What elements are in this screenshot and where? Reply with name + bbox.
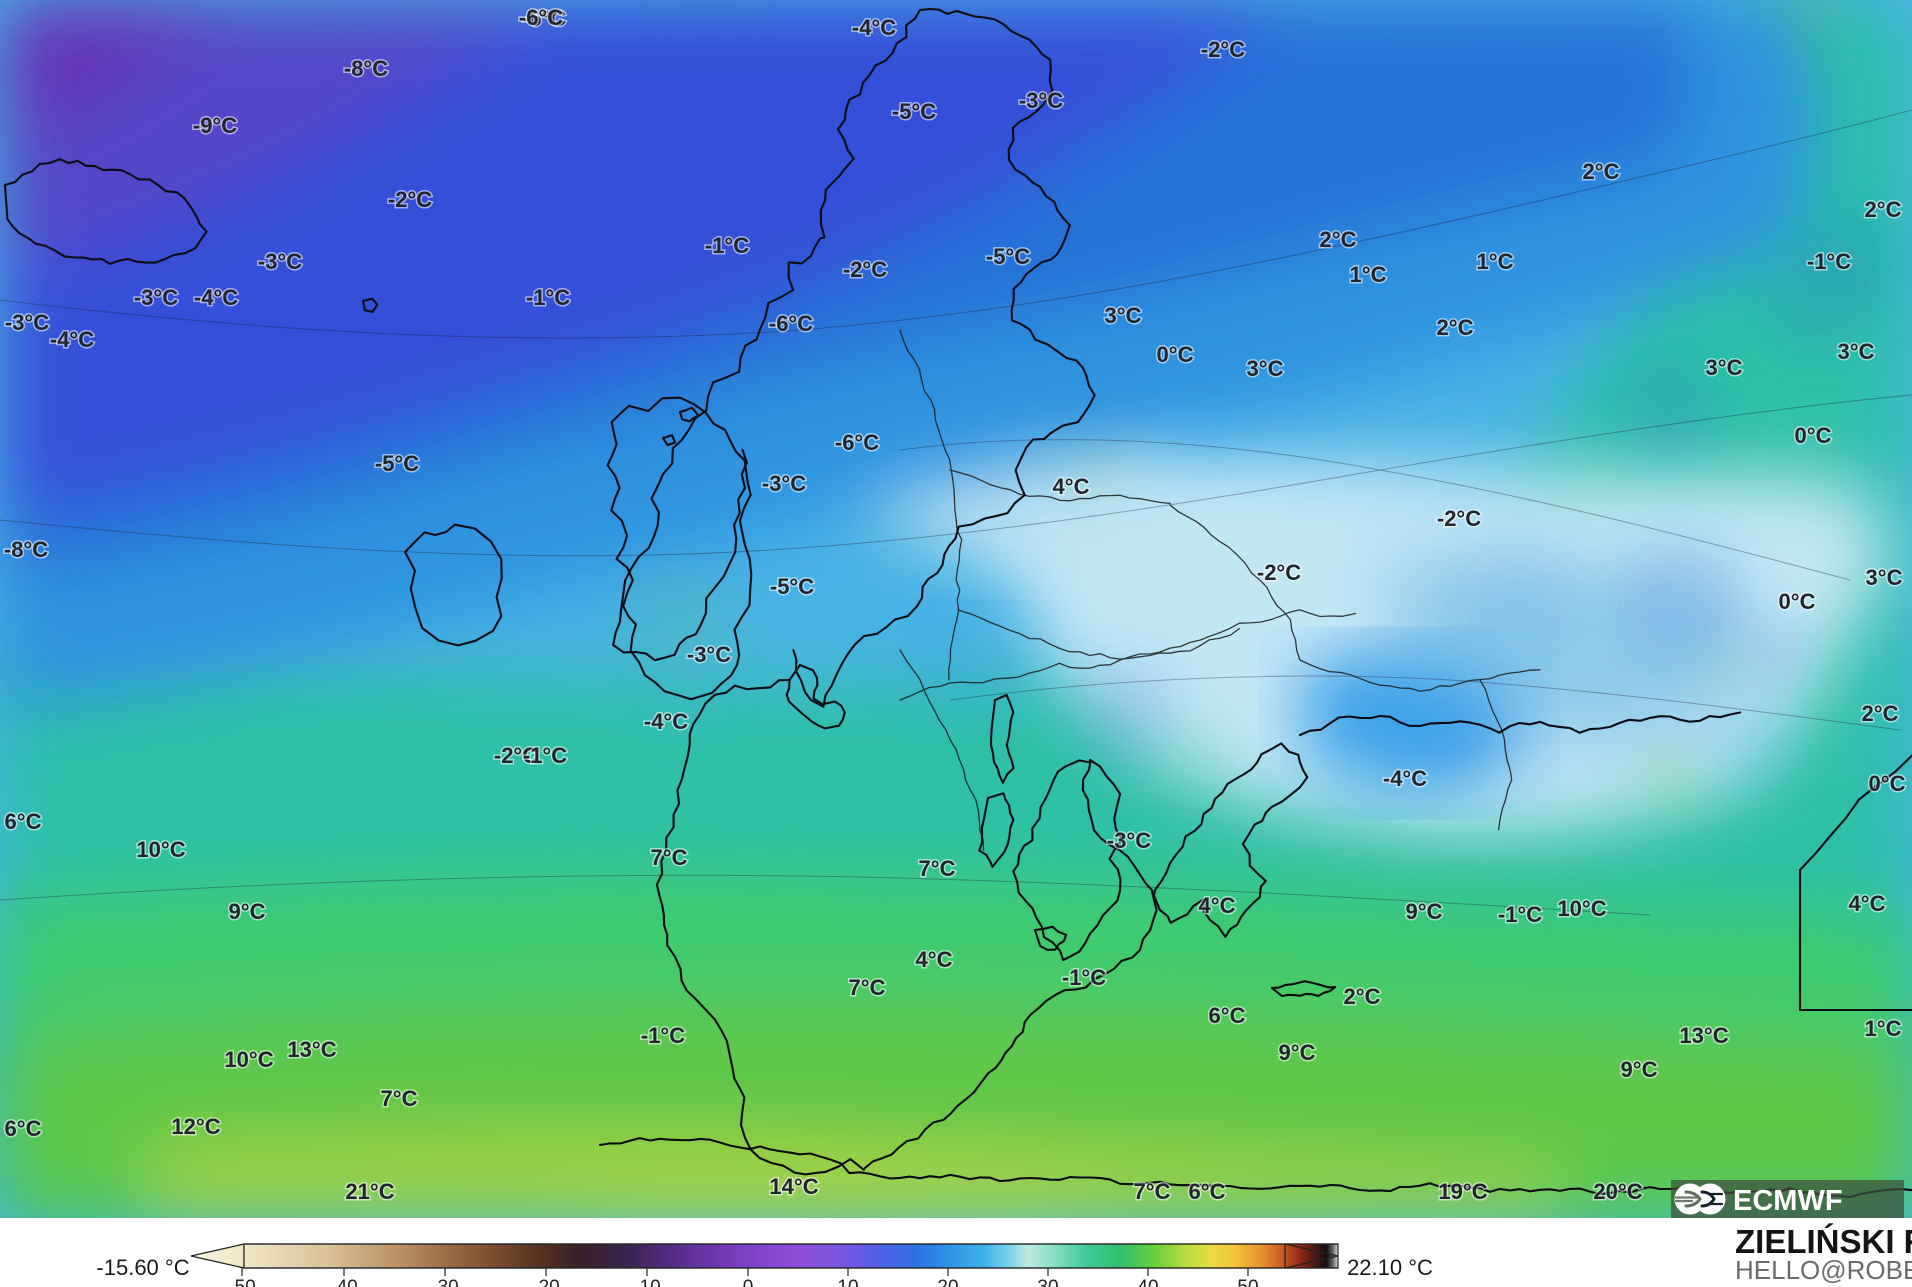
svg-text:-9°C: -9°C xyxy=(193,113,237,138)
svg-text:21°C: 21°C xyxy=(345,1179,394,1204)
svg-text:HELLO@ROBERTZ.CO: HELLO@ROBERTZ.CO xyxy=(1735,1255,1912,1285)
svg-text:-5°C: -5°C xyxy=(986,244,1030,269)
svg-text:9°C: 9°C xyxy=(229,899,266,924)
svg-text:2°C: 2°C xyxy=(1583,159,1620,184)
svg-text:22.10 °C: 22.10 °C xyxy=(1347,1255,1433,1280)
svg-text:-30: -30 xyxy=(431,1277,458,1287)
svg-text:20°C: 20°C xyxy=(1593,1179,1642,1204)
svg-text:12°C: 12°C xyxy=(171,1114,220,1139)
svg-text:2°C: 2°C xyxy=(1862,701,1899,726)
svg-text:0°C: 0°C xyxy=(1157,342,1194,367)
svg-text:-2°C: -2°C xyxy=(1437,506,1481,531)
svg-text:1°C: 1°C xyxy=(1865,1016,1902,1041)
svg-text:10°C: 10°C xyxy=(1557,896,1606,921)
svg-text:2°C: 2°C xyxy=(1865,197,1902,222)
svg-text:-4°C: -4°C xyxy=(1383,766,1427,791)
svg-text:6°C: 6°C xyxy=(5,1116,42,1141)
svg-text:-5°C: -5°C xyxy=(770,574,814,599)
svg-text:ECMWF: ECMWF xyxy=(1733,1185,1843,1217)
svg-text:3°C: 3°C xyxy=(1247,356,1284,381)
svg-text:40: 40 xyxy=(1137,1277,1158,1287)
svg-text:9°C: 9°C xyxy=(1621,1057,1658,1082)
svg-text:1°C: 1°C xyxy=(1350,262,1387,287)
svg-text:-8°C: -8°C xyxy=(344,56,388,81)
svg-text:13°C: 13°C xyxy=(287,1037,336,1062)
svg-text:-2°C: -2°C xyxy=(1257,560,1301,585)
svg-text:-4°C: -4°C xyxy=(194,285,238,310)
svg-text:-10: -10 xyxy=(633,1277,660,1287)
svg-text:-1°C: -1°C xyxy=(641,1023,685,1048)
svg-text:20: 20 xyxy=(937,1277,958,1287)
svg-text:1°C: 1°C xyxy=(1477,249,1514,274)
svg-text:-3°C: -3°C xyxy=(687,642,731,667)
svg-text:-4°C: -4°C xyxy=(852,15,896,40)
svg-text:30: 30 xyxy=(1037,1277,1058,1287)
svg-text:4°C: 4°C xyxy=(916,947,953,972)
svg-text:2°C: 2°C xyxy=(1344,984,1381,1009)
svg-text:-2°C: -2°C xyxy=(1201,37,1245,62)
svg-text:-3°C: -3°C xyxy=(762,471,806,496)
svg-text:0°C: 0°C xyxy=(1869,771,1906,796)
svg-text:3°C: 3°C xyxy=(1105,303,1142,328)
svg-text:-3°C: -3°C xyxy=(1107,828,1151,853)
svg-text:-6°C: -6°C xyxy=(519,5,563,30)
svg-text:10: 10 xyxy=(837,1277,858,1287)
svg-text:-6°C: -6°C xyxy=(769,311,813,336)
svg-text:-3°C: -3°C xyxy=(5,310,49,335)
svg-text:0: 0 xyxy=(743,1277,754,1287)
svg-text:4°C: 4°C xyxy=(1053,474,1090,499)
svg-text:7°C: 7°C xyxy=(849,975,886,1000)
svg-text:-2°C: -2°C xyxy=(843,257,887,282)
svg-text:0°C: 0°C xyxy=(1779,589,1816,614)
svg-text:-2°C: -2°C xyxy=(388,187,432,212)
svg-text:-1°C: -1°C xyxy=(1062,965,1106,990)
svg-text:9°C: 9°C xyxy=(1279,1040,1316,1065)
svg-text:0°C: 0°C xyxy=(1795,423,1832,448)
svg-text:-1°C: -1°C xyxy=(526,285,570,310)
svg-text:-1°C: -1°C xyxy=(1498,902,1542,927)
svg-text:-3°C: -3°C xyxy=(258,249,302,274)
svg-text:-40: -40 xyxy=(330,1277,357,1287)
svg-text:-8°C: -8°C xyxy=(4,537,48,562)
svg-text:-20: -20 xyxy=(532,1277,559,1287)
svg-text:7°C: 7°C xyxy=(919,856,956,881)
svg-text:-3°C: -3°C xyxy=(1019,88,1063,113)
svg-text:2°C: 2°C xyxy=(1320,227,1357,252)
svg-text:3°C: 3°C xyxy=(1866,565,1903,590)
svg-text:7°C: 7°C xyxy=(381,1086,418,1111)
svg-text:10°C: 10°C xyxy=(136,837,185,862)
svg-text:6°C: 6°C xyxy=(1189,1179,1226,1204)
svg-text:4°C: 4°C xyxy=(1199,893,1236,918)
svg-text:14°C: 14°C xyxy=(769,1174,818,1199)
svg-text:10°C: 10°C xyxy=(224,1047,273,1072)
svg-text:-1°C: -1°C xyxy=(1807,249,1851,274)
svg-text:7°C: 7°C xyxy=(1134,1179,1171,1204)
svg-text:-50: -50 xyxy=(228,1277,255,1287)
svg-text:13°C: 13°C xyxy=(1679,1023,1728,1048)
svg-text:-1°C: -1°C xyxy=(523,743,567,768)
svg-text:-4°C: -4°C xyxy=(50,327,94,352)
svg-text:-1°C: -1°C xyxy=(705,233,749,258)
svg-text:3°C: 3°C xyxy=(1706,355,1743,380)
svg-text:2°C: 2°C xyxy=(1437,315,1474,340)
svg-text:3°C: 3°C xyxy=(1838,339,1875,364)
svg-text:6°C: 6°C xyxy=(5,809,42,834)
svg-text:-4°C: -4°C xyxy=(644,709,688,734)
svg-text:-15.60 °C: -15.60 °C xyxy=(96,1255,189,1280)
svg-text:50: 50 xyxy=(1237,1277,1258,1287)
svg-text:-6°C: -6°C xyxy=(835,430,879,455)
svg-text:4°C: 4°C xyxy=(1849,891,1886,916)
svg-text:9°C: 9°C xyxy=(1406,899,1443,924)
svg-text:6°C: 6°C xyxy=(1209,1003,1246,1028)
svg-text:-5°C: -5°C xyxy=(375,451,419,476)
svg-text:-5°C: -5°C xyxy=(892,99,936,124)
svg-text:-3°C: -3°C xyxy=(134,285,178,310)
svg-text:19°C: 19°C xyxy=(1438,1179,1487,1204)
svg-text:7°C: 7°C xyxy=(651,845,688,870)
